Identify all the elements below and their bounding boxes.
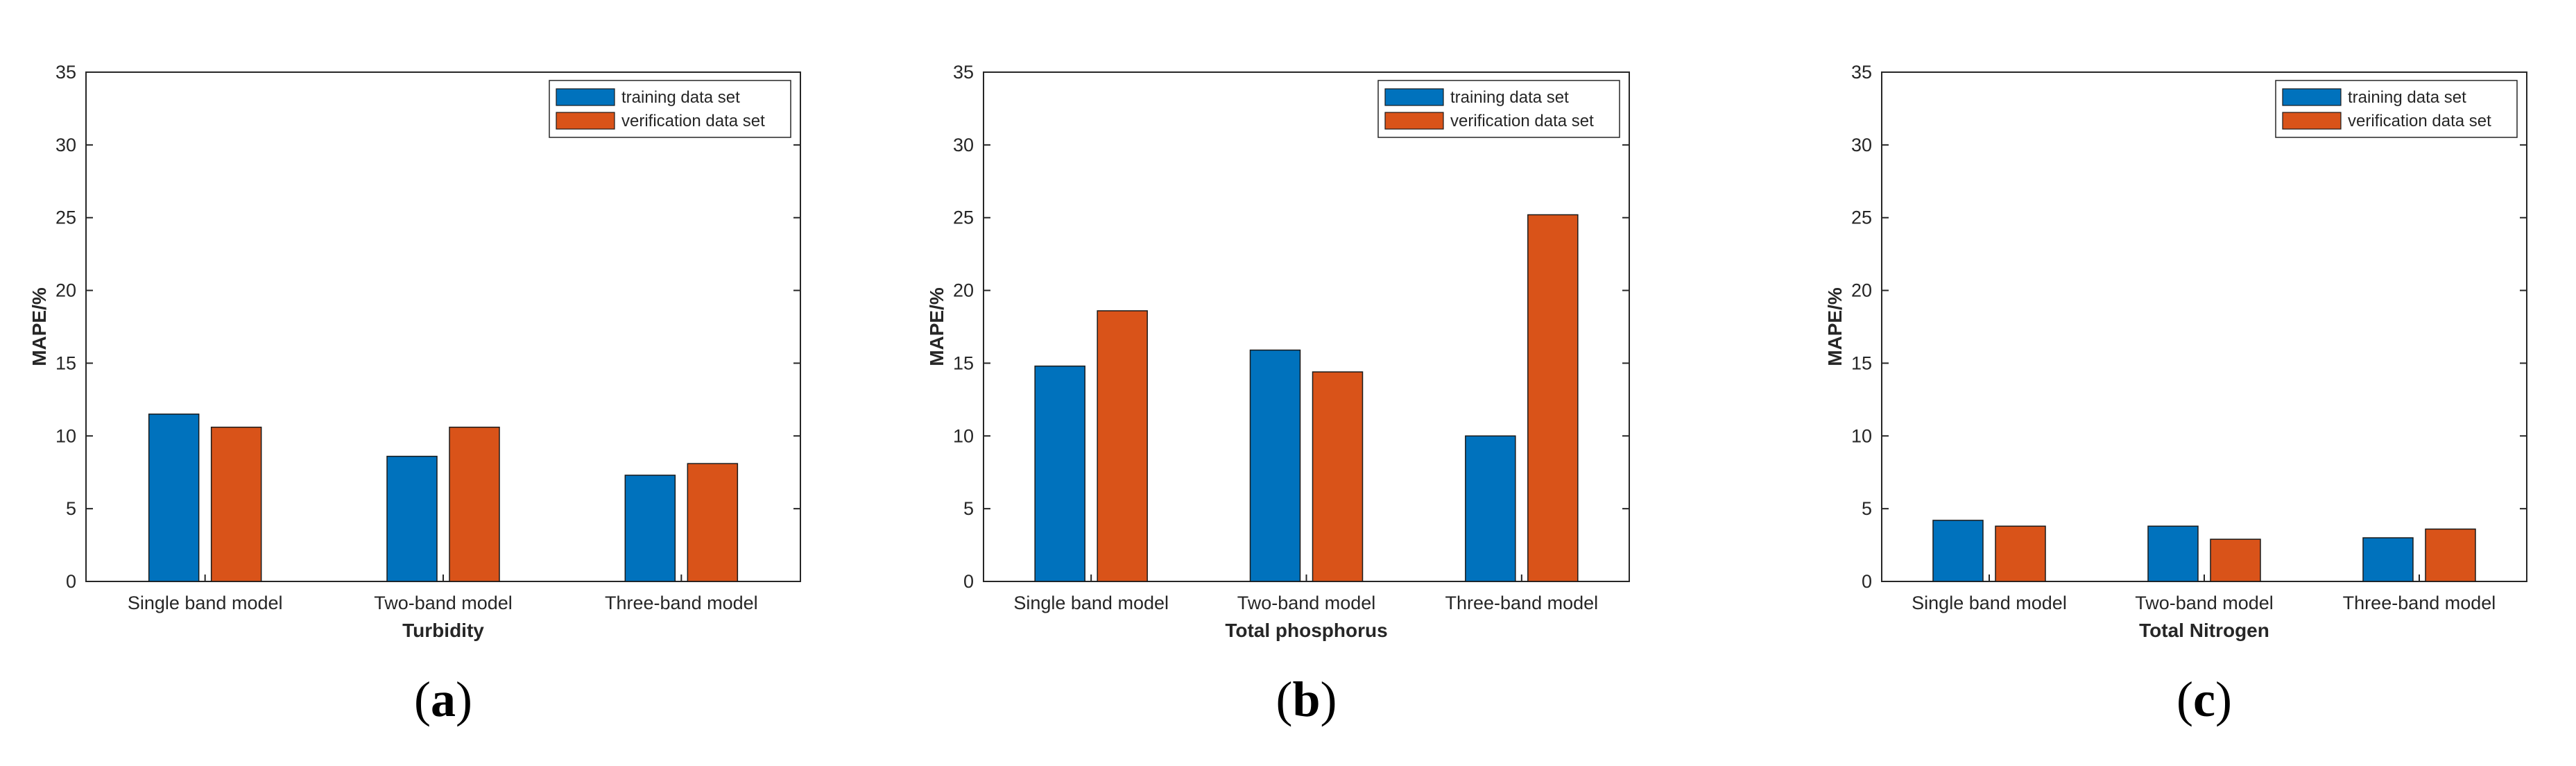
plot-area: [1881, 71, 2527, 582]
legend-label-training: training data set: [621, 88, 740, 107]
y-tick-label: 25: [55, 207, 76, 228]
y-tick-label: 0: [963, 571, 974, 592]
bar-training-1: [1034, 365, 1085, 582]
legend-swatch-verification: [2282, 112, 2342, 130]
y-tick-label: 30: [953, 135, 974, 155]
bar-training-2: [386, 455, 438, 582]
legend-label-training: training data set: [2348, 88, 2466, 107]
panel-label: (c): [2176, 672, 2232, 727]
y-tick-label: 20: [1851, 280, 1872, 301]
y-tick-label: 0: [66, 571, 76, 592]
legend: training data set verification data set: [2275, 80, 2518, 138]
x-axis-label: Total phosphorus: [1225, 620, 1387, 641]
y-tick-label: 25: [1851, 207, 1872, 228]
y-tick-label: 0: [1862, 571, 1872, 592]
x-category-label: Single band model: [1912, 593, 2067, 613]
y-tick-label: 20: [55, 280, 76, 301]
panel-label: (b): [1276, 672, 1337, 727]
y-tick-label: 10: [55, 425, 76, 446]
bar-training-1: [148, 414, 200, 582]
x-category-label: Three-band model: [1445, 593, 1599, 613]
x-category-label: Three-band model: [605, 593, 758, 613]
legend-swatch-verification: [1384, 112, 1444, 130]
legend-label-verification: verification data set: [2348, 112, 2491, 130]
y-tick-label: 10: [953, 425, 974, 446]
y-axis-label: MAPE/%: [28, 287, 50, 366]
y-tick-label: 5: [66, 498, 76, 519]
bar-verification-2: [2210, 538, 2261, 582]
x-category-label: Two-band model: [374, 593, 513, 613]
bar-verification-2: [449, 426, 500, 582]
y-tick-label: 15: [953, 352, 974, 373]
bar-training-2: [1249, 349, 1301, 582]
legend-swatch-training: [556, 88, 615, 106]
y-tick-label: 35: [55, 62, 76, 83]
x-category-label: Two-band model: [2135, 593, 2274, 613]
y-tick-label: 5: [1862, 498, 1872, 519]
y-tick-label: 30: [1851, 135, 1872, 155]
legend-swatch-training: [1384, 88, 1444, 106]
chart-panel-c: 0 5 10 15 20 25 30 35 Single band model Two-band …: [1824, 62, 2527, 727]
x-axis-label: Turbidity: [402, 620, 484, 641]
y-tick-label: 20: [953, 280, 974, 301]
y-tick-label: 15: [1851, 352, 1872, 373]
bar-verification-1: [1097, 310, 1148, 582]
bar-verification-3: [687, 463, 739, 582]
bar-training-3: [624, 475, 676, 582]
y-tick-label: 35: [953, 62, 974, 83]
panel-label: (a): [414, 672, 472, 727]
x-axis-label: Total Nitrogen: [2139, 620, 2269, 641]
x-category-label: Three-band model: [2343, 593, 2496, 613]
bar-verification-2: [1312, 371, 1364, 582]
chart-panel-b: 0 5 10 15 20 25 30 35 Single band model Two-band …: [926, 62, 1630, 727]
bar-verification-1: [1995, 525, 2046, 582]
x-category-label: Two-band model: [1237, 593, 1376, 613]
y-tick-label: 25: [953, 207, 974, 228]
y-tick-label: 30: [55, 135, 76, 155]
chart-panel-a: 0 5 10 15 20 25 30 35 Single band model Two-band …: [28, 62, 801, 727]
legend: training data set verification data set: [1377, 80, 1620, 138]
y-axis-label: MAPE/%: [926, 287, 947, 366]
bar-training-2: [2147, 525, 2199, 582]
y-tick-label: 35: [1851, 62, 1872, 83]
bar-verification-1: [210, 426, 262, 582]
bar-training-1: [1932, 520, 1984, 582]
legend-swatch-training: [2282, 88, 2342, 106]
bar-verification-3: [2425, 528, 2476, 582]
legend-label-verification: verification data set: [621, 112, 765, 130]
y-tick-label: 15: [55, 352, 76, 373]
x-category-label: Single band model: [1013, 593, 1169, 613]
legend-swatch-verification: [556, 112, 615, 130]
y-tick-label: 10: [1851, 425, 1872, 446]
bar-training-3: [1465, 435, 1516, 582]
x-category-label: Single band model: [128, 593, 283, 613]
legend-label-verification: verification data set: [1450, 112, 1594, 130]
y-axis-label: MAPE/%: [1824, 287, 1846, 366]
y-tick-label: 5: [963, 498, 974, 519]
legend: training data set verification data set: [549, 80, 791, 138]
legend-label-training: training data set: [1450, 88, 1569, 107]
bar-verification-3: [1527, 214, 1579, 582]
bar-training-3: [2362, 537, 2414, 582]
